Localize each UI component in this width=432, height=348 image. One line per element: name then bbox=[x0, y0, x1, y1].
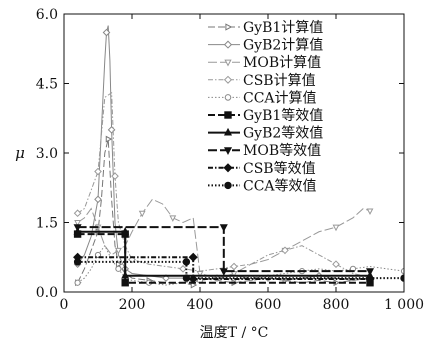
data-point bbox=[121, 271, 130, 279]
data-point bbox=[74, 220, 82, 227]
data-point bbox=[188, 252, 198, 262]
series-line bbox=[77, 256, 370, 281]
legend-label: GyB1计算值 bbox=[243, 20, 323, 36]
plot-frame bbox=[63, 13, 405, 293]
legend-marker bbox=[224, 59, 232, 67]
data-point bbox=[190, 281, 198, 289]
legend-label: MOB计算值 bbox=[243, 55, 321, 71]
legend-label: MOB等效值 bbox=[243, 142, 321, 159]
data-point bbox=[182, 274, 191, 282]
data-point bbox=[111, 172, 119, 180]
data-point bbox=[365, 268, 375, 276]
y-axis-label: μ bbox=[15, 144, 25, 162]
series-line bbox=[77, 226, 370, 273]
data-point bbox=[102, 28, 111, 37]
series-line bbox=[77, 91, 371, 279]
data-point bbox=[121, 227, 130, 235]
legend-entry: MOB计算值 bbox=[208, 55, 321, 71]
legend-label: GyB1等效值 bbox=[243, 107, 323, 124]
data-point bbox=[219, 268, 228, 276]
series-line bbox=[77, 198, 371, 279]
x-tick-label: 600 bbox=[255, 297, 282, 313]
legend-label: CCA等效值 bbox=[243, 177, 317, 194]
data-point bbox=[115, 265, 122, 272]
legend-entry: CCA等效值 bbox=[208, 177, 317, 194]
x-tick-label: 0 bbox=[60, 297, 69, 313]
data-point bbox=[332, 224, 340, 232]
legend-label: CCA计算值 bbox=[243, 90, 317, 106]
data-point bbox=[366, 208, 374, 215]
data-point bbox=[114, 247, 122, 255]
data-point bbox=[179, 265, 187, 273]
legend-label: GyB2计算值 bbox=[243, 38, 323, 54]
legend-marker bbox=[224, 94, 232, 101]
data-point bbox=[121, 279, 129, 287]
legend-marker bbox=[223, 163, 233, 173]
legend-marker bbox=[225, 23, 233, 31]
series-line bbox=[77, 138, 371, 286]
data-point bbox=[94, 195, 102, 204]
legend-marker bbox=[224, 111, 232, 119]
legend-entry: GyB2计算值 bbox=[208, 38, 323, 54]
data-point bbox=[332, 260, 340, 269]
data-point bbox=[182, 258, 191, 266]
legend-label: CSB等效值 bbox=[243, 160, 316, 177]
x-tick-label: 200 bbox=[119, 297, 146, 313]
data-point bbox=[107, 126, 116, 134]
legend-entry: GyB1计算值 bbox=[208, 20, 323, 36]
series-CSB等效值 bbox=[73, 252, 375, 284]
y-tick-label: 6.0 bbox=[36, 7, 58, 23]
series-MOB等效值 bbox=[73, 224, 375, 276]
legend-marker bbox=[223, 147, 233, 155]
data-point bbox=[73, 258, 82, 266]
y-tick-label: 1.5 bbox=[36, 216, 58, 232]
legend-entry: CCA计算值 bbox=[208, 90, 317, 106]
legend-label: CSB计算值 bbox=[243, 73, 316, 89]
data-point bbox=[74, 279, 81, 286]
data-point bbox=[94, 251, 102, 259]
axis-layer: 0 200 400 600 800 1 000 0.0 1.5 3.0 4.5 6.0 bbox=[36, 7, 424, 313]
data-point bbox=[94, 167, 102, 176]
series-layer bbox=[73, 25, 404, 289]
legend-entry: GyB2等效值 bbox=[208, 125, 323, 142]
data-point bbox=[219, 224, 228, 232]
data-point bbox=[169, 215, 177, 222]
series-line bbox=[77, 260, 404, 280]
series-line bbox=[77, 25, 371, 281]
legend-entry: GyB1等效值 bbox=[208, 107, 323, 124]
legend-marker bbox=[223, 75, 233, 84]
y-tick-label: 0.0 bbox=[36, 285, 58, 301]
legend-entry: MOB等效值 bbox=[208, 142, 321, 159]
data-point bbox=[138, 210, 146, 218]
data-point bbox=[230, 262, 238, 271]
x-tick-label: 1 000 bbox=[384, 297, 424, 313]
data-point bbox=[281, 246, 289, 255]
legend-marker bbox=[224, 181, 232, 190]
data-point bbox=[73, 224, 82, 232]
legend-entry: CSB等效值 bbox=[208, 160, 316, 177]
legend-label: GyB2等效值 bbox=[243, 125, 323, 142]
legend-marker bbox=[223, 127, 233, 136]
y-tick-label: 4.5 bbox=[36, 77, 58, 93]
legend-marker bbox=[223, 40, 233, 49]
x-axis-label: 温度T / °C bbox=[200, 325, 269, 341]
x-tick-label: 400 bbox=[187, 297, 214, 313]
y-tick-label: 3.0 bbox=[36, 146, 58, 162]
series-line bbox=[77, 230, 370, 277]
x-tick-label: 800 bbox=[323, 297, 350, 313]
data-point bbox=[105, 135, 113, 143]
data-point bbox=[73, 209, 82, 218]
legend-entry: CSB计算值 bbox=[208, 73, 316, 89]
data-point bbox=[115, 260, 123, 268]
